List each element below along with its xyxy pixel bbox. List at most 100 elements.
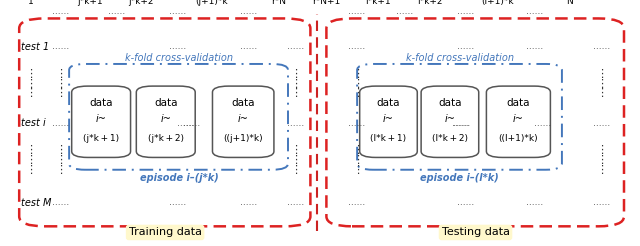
Text: ((l+1)*k): ((l+1)*k) <box>499 135 538 143</box>
Text: subject
l*k+1: subject l*k+1 <box>361 0 394 6</box>
Text: i~: i~ <box>161 114 171 124</box>
Text: i~: i~ <box>238 114 248 124</box>
Text: ......: ...... <box>287 119 304 127</box>
Text: ⋮: ⋮ <box>290 145 301 155</box>
Text: ......: ...... <box>287 42 304 51</box>
Text: ⋮: ⋮ <box>55 79 67 89</box>
Text: Training data: Training data <box>129 228 202 237</box>
Text: ⋮: ⋮ <box>290 69 301 79</box>
Text: subject
r*N: subject r*N <box>262 0 295 6</box>
Text: ......: ...... <box>593 42 610 51</box>
Text: episode i–(j*k): episode i–(j*k) <box>140 173 219 184</box>
Text: test 1: test 1 <box>21 42 49 52</box>
Text: ⋮: ⋮ <box>596 89 607 98</box>
Text: k-fold cross-validation: k-fold cross-validation <box>406 53 513 63</box>
Text: ......: ...... <box>526 42 543 51</box>
Text: data: data <box>232 98 255 108</box>
Text: ......: ...... <box>534 119 551 127</box>
Text: ......: ...... <box>349 199 365 207</box>
Text: i~: i~ <box>96 114 106 124</box>
Text: ⋮: ⋮ <box>351 155 363 165</box>
Text: ⋮: ⋮ <box>25 79 36 89</box>
Text: subject
1: subject 1 <box>14 0 47 6</box>
Text: ⋮: ⋮ <box>351 145 363 155</box>
Text: ⋮: ⋮ <box>351 89 363 98</box>
Text: ⋮: ⋮ <box>25 165 36 175</box>
Text: ⋮: ⋮ <box>596 79 607 89</box>
Text: i~: i~ <box>445 114 455 124</box>
Text: ⋮: ⋮ <box>351 69 363 79</box>
Text: ⋮: ⋮ <box>351 79 363 89</box>
Text: ......: ...... <box>457 199 474 207</box>
FancyBboxPatch shape <box>136 86 195 157</box>
Text: subject
r*N+1: subject r*N+1 <box>310 0 343 6</box>
Text: ......: ...... <box>184 119 200 127</box>
Text: ......: ...... <box>349 7 365 15</box>
Text: data: data <box>90 98 113 108</box>
Text: ⋮: ⋮ <box>596 145 607 155</box>
Text: test M: test M <box>21 198 51 208</box>
Text: ⋮: ⋮ <box>55 155 67 165</box>
Text: ⋮: ⋮ <box>55 69 67 79</box>
Text: data: data <box>154 98 177 108</box>
FancyBboxPatch shape <box>212 86 274 157</box>
Text: ((j+1)*k): ((j+1)*k) <box>223 135 263 143</box>
Text: ......: ...... <box>109 7 125 15</box>
Text: ......: ...... <box>457 7 474 15</box>
Text: (j*k + 1): (j*k + 1) <box>83 135 119 143</box>
Text: episode i–(l*k): episode i–(l*k) <box>420 173 499 184</box>
Text: ⋮: ⋮ <box>351 165 363 175</box>
Text: ⋮: ⋮ <box>290 89 301 98</box>
Text: i~: i~ <box>513 114 524 124</box>
Text: ......: ...... <box>526 199 543 207</box>
Text: data: data <box>507 98 530 108</box>
Text: ⋮: ⋮ <box>596 165 607 175</box>
Text: data: data <box>438 98 461 108</box>
Text: subject
(j+1)*k: subject (j+1)*k <box>195 0 228 6</box>
Text: subject
j*k+2: subject j*k+2 <box>124 0 157 6</box>
Text: ⋮: ⋮ <box>290 155 301 165</box>
FancyBboxPatch shape <box>421 86 479 157</box>
Text: ......: ...... <box>240 7 257 15</box>
Text: ......: ...... <box>593 119 610 127</box>
Text: subject
l*k+2: subject l*k+2 <box>413 0 447 6</box>
Text: ......: ...... <box>397 7 413 15</box>
Text: ⋮: ⋮ <box>55 145 67 155</box>
Text: data: data <box>377 98 400 108</box>
Text: ......: ...... <box>170 199 186 207</box>
Text: subject
N: subject N <box>553 0 586 6</box>
Text: ......: ...... <box>177 119 194 127</box>
Text: ......: ...... <box>52 119 69 127</box>
Text: ......: ...... <box>52 199 69 207</box>
Text: test i: test i <box>21 118 46 128</box>
Text: ......: ...... <box>170 42 186 51</box>
Text: k-fold cross-validation: k-fold cross-validation <box>125 53 233 63</box>
Text: ......: ...... <box>52 42 69 51</box>
Text: Testing data: Testing data <box>442 228 509 237</box>
Text: ......: ...... <box>349 119 365 127</box>
Text: ......: ...... <box>452 119 469 127</box>
Text: ⋮: ⋮ <box>25 155 36 165</box>
Text: ⋮: ⋮ <box>596 155 607 165</box>
Text: ⋮: ⋮ <box>290 79 301 89</box>
Text: ......: ...... <box>349 42 365 51</box>
Text: ⋮: ⋮ <box>25 89 36 98</box>
Text: ⋮: ⋮ <box>25 145 36 155</box>
Text: subject
j*k+1: subject j*k+1 <box>73 0 106 6</box>
Text: ⋮: ⋮ <box>290 165 301 175</box>
Text: (j*k + 2): (j*k + 2) <box>148 135 184 143</box>
Text: i~: i~ <box>383 114 394 124</box>
Text: ......: ...... <box>240 199 257 207</box>
Text: ⋮: ⋮ <box>55 89 67 98</box>
Text: ......: ...... <box>526 7 543 15</box>
Text: ⋮: ⋮ <box>25 69 36 79</box>
Text: ......: ...... <box>52 7 69 15</box>
Text: ⋮: ⋮ <box>55 165 67 175</box>
Text: ......: ...... <box>454 119 470 127</box>
FancyBboxPatch shape <box>72 86 131 157</box>
Text: ......: ...... <box>287 199 304 207</box>
Text: ......: ...... <box>457 42 474 51</box>
Text: (l*k + 1): (l*k + 1) <box>371 135 406 143</box>
Text: (l*k + 2): (l*k + 2) <box>432 135 468 143</box>
Text: ......: ...... <box>170 7 186 15</box>
